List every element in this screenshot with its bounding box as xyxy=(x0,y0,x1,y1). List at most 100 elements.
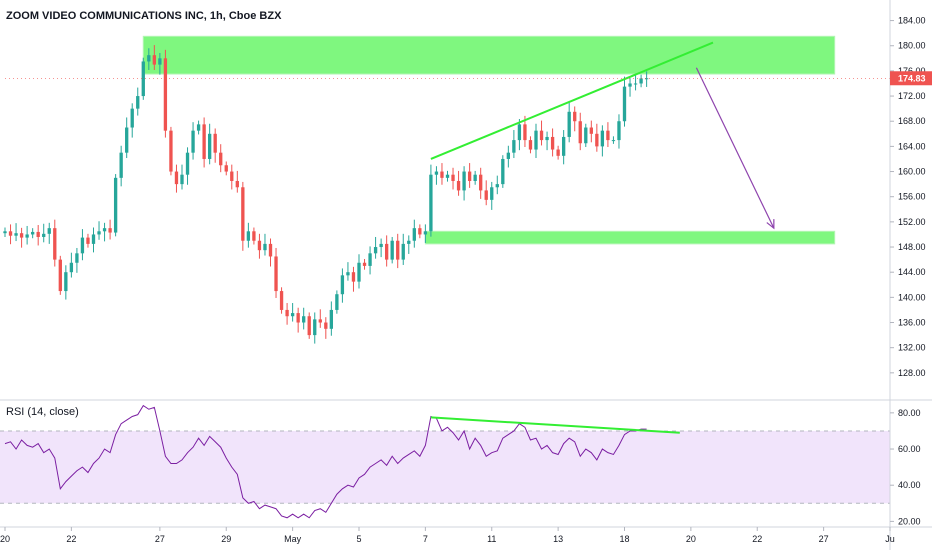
candle-body[interactable] xyxy=(479,174,483,191)
candle-body[interactable] xyxy=(296,313,300,323)
candle-body[interactable] xyxy=(14,233,18,236)
supply-demand-zone[interactable] xyxy=(142,35,836,75)
candle-body[interactable] xyxy=(302,316,306,323)
candle-body[interactable] xyxy=(628,83,632,87)
candle-body[interactable] xyxy=(528,140,533,150)
candle-body[interactable] xyxy=(362,262,367,266)
candle-body[interactable] xyxy=(578,121,582,144)
rising-wedge-trendline[interactable] xyxy=(430,41,714,160)
candle-body[interactable] xyxy=(19,233,24,238)
candle-body[interactable] xyxy=(644,78,649,80)
candle-body[interactable] xyxy=(213,133,217,153)
candle-body[interactable] xyxy=(174,171,179,185)
candle-body[interactable] xyxy=(207,133,212,159)
candle-body[interactable] xyxy=(113,177,118,233)
candle-body[interactable] xyxy=(407,240,411,244)
candle-body[interactable] xyxy=(456,180,461,191)
candle-body[interactable] xyxy=(58,259,62,292)
candle-body[interactable] xyxy=(224,165,228,172)
candle-body[interactable] xyxy=(495,184,499,188)
candle-body[interactable] xyxy=(445,174,450,178)
candle-body[interactable] xyxy=(467,171,472,181)
candle-body[interactable] xyxy=(42,233,46,237)
candle-body[interactable] xyxy=(191,130,195,153)
candle-body[interactable] xyxy=(418,228,422,235)
candle-body[interactable] xyxy=(108,228,112,233)
rsi-divergence-line[interactable] xyxy=(430,416,680,434)
candle-body[interactable] xyxy=(567,111,571,137)
candle-body[interactable] xyxy=(589,127,593,134)
candle-body[interactable] xyxy=(340,275,345,295)
candle-body[interactable] xyxy=(606,130,610,141)
candle-body[interactable] xyxy=(379,243,383,248)
candle-body[interactable] xyxy=(230,171,234,181)
candle-body[interactable] xyxy=(550,136,555,150)
projection-arrow[interactable] xyxy=(695,67,775,229)
candle-body[interactable] xyxy=(561,136,566,156)
candle-body[interactable] xyxy=(423,231,428,235)
candle-body[interactable] xyxy=(595,133,599,147)
candle-body[interactable] xyxy=(75,253,79,263)
candle-body[interactable] xyxy=(8,231,13,236)
candle-body[interactable] xyxy=(219,152,223,166)
candle-body[interactable] xyxy=(545,136,549,141)
candle-body[interactable] xyxy=(241,187,245,241)
candle-body[interactable] xyxy=(346,272,350,276)
candle-body[interactable] xyxy=(102,228,107,232)
candle-body[interactable] xyxy=(147,55,151,62)
candle-body[interactable] xyxy=(36,231,40,237)
candle-body[interactable] xyxy=(47,228,51,234)
candle-body[interactable] xyxy=(584,127,588,144)
candle-body[interactable] xyxy=(384,243,389,260)
rsi-series-line[interactable] xyxy=(4,404,647,519)
candle-body[interactable] xyxy=(268,243,273,257)
supply-demand-zone[interactable] xyxy=(424,230,836,245)
candle-body[interactable] xyxy=(285,309,289,317)
candle-body[interactable] xyxy=(573,111,577,122)
candle-body[interactable] xyxy=(523,124,527,141)
candle-body[interactable] xyxy=(517,124,522,141)
candle-body[interactable] xyxy=(307,316,311,336)
candle-body[interactable] xyxy=(196,124,201,131)
candle-body[interactable] xyxy=(86,237,90,244)
candle-body[interactable] xyxy=(163,58,168,131)
candle-body[interactable] xyxy=(252,231,256,241)
candle-body[interactable] xyxy=(279,291,284,310)
candle-body[interactable] xyxy=(97,231,101,235)
candle-body[interactable] xyxy=(64,272,68,292)
candle-body[interactable] xyxy=(141,61,145,97)
candle-body[interactable] xyxy=(91,234,96,244)
candle-body[interactable] xyxy=(130,108,134,128)
candle-body[interactable] xyxy=(246,231,251,241)
candle-body[interactable] xyxy=(158,58,162,65)
candle-body[interactable] xyxy=(490,187,494,200)
candle-body[interactable] xyxy=(136,96,140,109)
rsi-line[interactable] xyxy=(4,404,647,519)
candle-body[interactable] xyxy=(263,243,267,251)
candle-body[interactable] xyxy=(30,231,35,235)
candle-body[interactable] xyxy=(622,86,627,122)
candle-body[interactable] xyxy=(390,240,394,260)
candle-body[interactable] xyxy=(539,130,544,141)
candle-body[interactable] xyxy=(600,130,605,147)
candle-body[interactable] xyxy=(534,130,538,150)
candle-body[interactable] xyxy=(69,262,74,273)
candle-body[interactable] xyxy=(451,174,455,181)
candle-body[interactable] xyxy=(506,152,511,159)
candle-body[interactable] xyxy=(429,174,433,232)
candle-body[interactable] xyxy=(119,152,123,178)
main-candles[interactable] xyxy=(3,45,649,344)
candle-body[interactable] xyxy=(368,253,372,266)
candle-body[interactable] xyxy=(639,78,643,84)
candle-body[interactable] xyxy=(290,313,295,317)
candle-body[interactable] xyxy=(501,158,505,185)
candle-body[interactable] xyxy=(318,319,322,323)
candle-body[interactable] xyxy=(462,171,466,191)
candle-body[interactable] xyxy=(440,171,444,178)
candle-body[interactable] xyxy=(125,127,129,153)
candle-body[interactable] xyxy=(185,152,190,175)
candle-body[interactable] xyxy=(202,124,206,159)
candle-body[interactable] xyxy=(25,234,29,238)
candle-body[interactable] xyxy=(53,228,57,260)
candle-body[interactable] xyxy=(434,171,439,175)
